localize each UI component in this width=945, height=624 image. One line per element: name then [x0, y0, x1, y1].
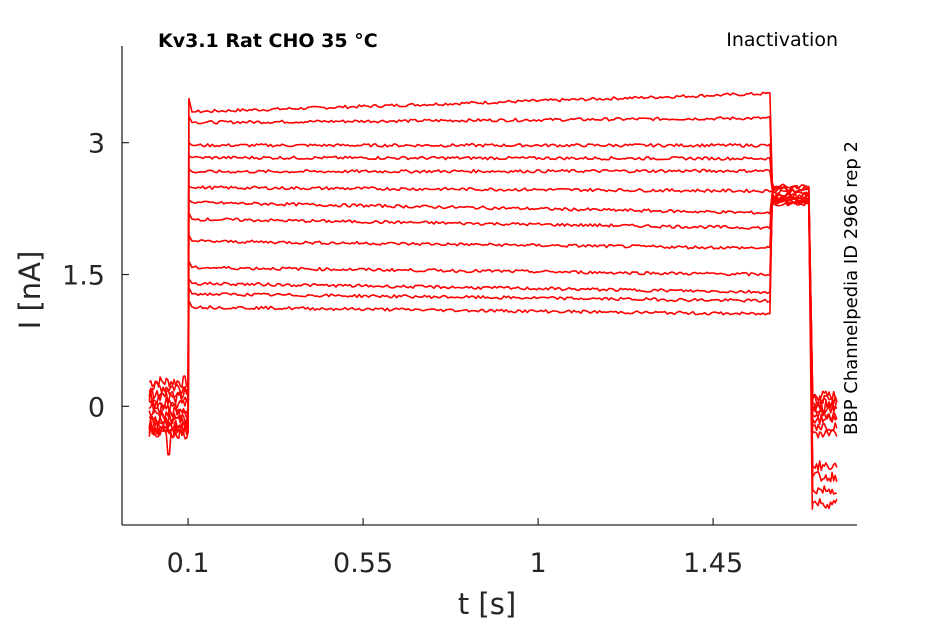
current-trace-line	[148, 185, 838, 422]
x-tick-label: 1	[530, 548, 547, 579]
current-trace-line	[148, 115, 838, 405]
x-tick-label: 0.55	[333, 548, 393, 579]
y-tick-label: 0	[88, 392, 105, 423]
y-tick-label: 3	[88, 129, 105, 160]
chart-title: Kv3.1 Rat CHO 35 °C	[158, 30, 378, 52]
plot-area	[148, 91, 838, 510]
y-tick-label: 1.5	[62, 261, 105, 292]
y-ticks: 01.53	[62, 129, 129, 423]
y-axis-label: I [nA]	[13, 251, 47, 330]
current-trace-line	[148, 196, 838, 483]
current-trace-line	[148, 91, 838, 401]
current-trace-line	[148, 194, 838, 439]
axes	[121, 46, 857, 526]
x-ticks: 0.1 0.55 1 1.45	[167, 518, 743, 579]
x-tick-label: 1.45	[683, 548, 743, 579]
current-trace-line	[148, 168, 838, 417]
current-trace-line	[148, 197, 837, 495]
current-trace-line	[148, 155, 838, 413]
current-trace-line	[148, 141, 838, 409]
x-axis-label: t [s]	[458, 587, 516, 621]
current-trace-line	[148, 192, 838, 425]
protocol-label: Inactivation	[726, 29, 838, 51]
source-id-label: BBP Channelpedia ID 2966 rep 2	[841, 141, 862, 435]
current-trace-line	[148, 198, 838, 510]
x-tick-label: 0.1	[167, 548, 210, 579]
current-trace-line	[148, 195, 838, 472]
current-trace-line	[148, 193, 838, 432]
